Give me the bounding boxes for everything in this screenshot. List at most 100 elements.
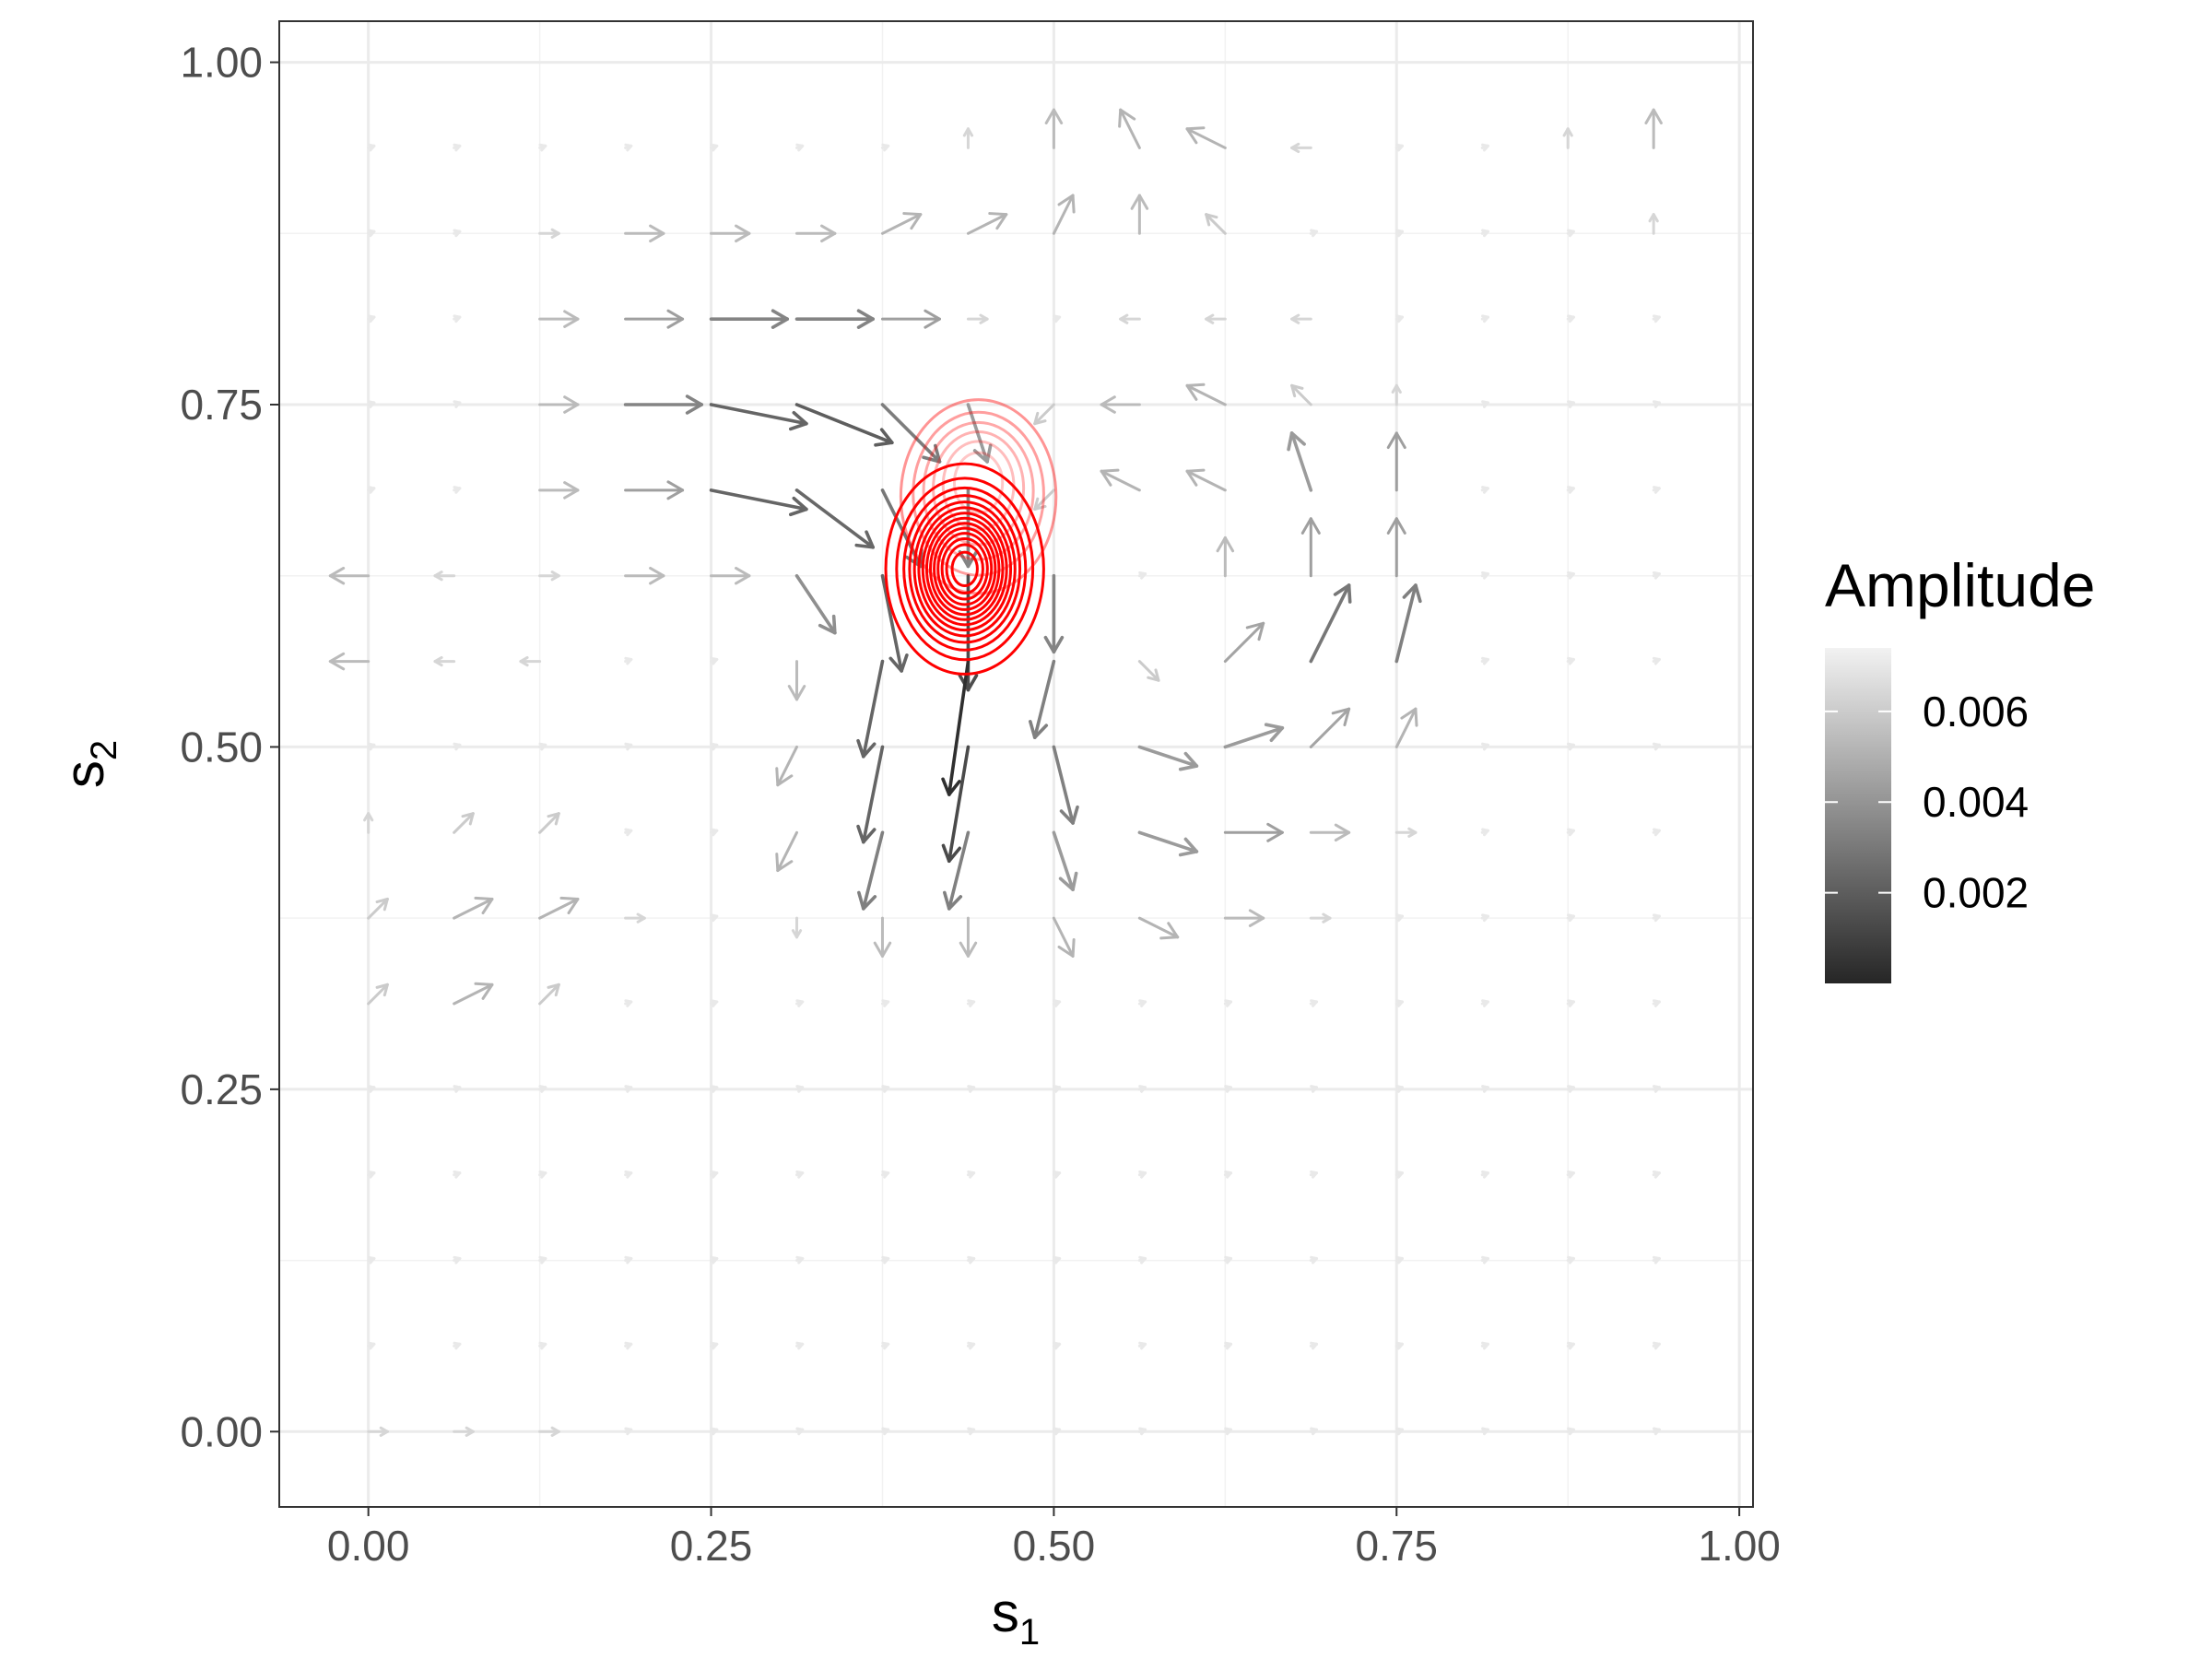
vector-arrow [1652,999,1661,1007]
vector-arrow [1480,828,1489,837]
vector-arrow [1309,1341,1318,1350]
vector-arrow [367,486,376,494]
vector-arrow [710,1341,719,1350]
contour-line [902,486,1028,652]
legend-colorbar [1825,648,1891,983]
vector-arrow [624,912,646,924]
vector-arrow [1648,213,1659,235]
vector-arrow [624,828,633,837]
vector-arrow [1394,707,1418,748]
vector-arrow [367,1085,376,1093]
vector-arrow [453,143,462,152]
vector-arrow [1394,913,1404,923]
vector-arrow [1566,742,1575,751]
contour-line [936,532,994,606]
x-axis-title: s1 [992,1582,1040,1653]
vector-arrow [787,660,806,701]
y-tick-label: 1.00 [180,39,263,87]
vector-arrow [453,1085,462,1093]
y-axis-title-main: s [53,760,115,788]
vector-arrow [710,656,719,665]
vector-arrow [367,1255,376,1265]
vector-arrow [941,659,971,796]
vector-arrow [453,400,462,408]
vector-arrow [624,1427,633,1436]
vector-arrow [1052,1255,1062,1265]
plot-border [278,20,1754,1508]
vector-arrow [328,652,371,671]
vector-arrow [538,982,560,1006]
vector-arrow [1223,999,1233,1007]
y-axis-ticks: 0.00 0.25 0.50 0.75 1.00 [180,39,279,1455]
vector-arrow [710,828,719,837]
vector-arrow [1566,400,1575,408]
contour-line [933,526,997,611]
vector-arrow [1223,822,1284,842]
vector-arrow [795,224,837,243]
vector-arrow [433,571,456,582]
vector-arrow [1652,828,1661,837]
vector-arrow [710,1255,719,1265]
vector-arrow [1480,229,1489,238]
vector-arrow [624,656,633,665]
vector-arrow [873,916,892,958]
vector-arrow [1566,828,1575,837]
vector-arrow [453,1255,462,1265]
contour-line [908,494,1022,644]
vector-arrow [710,224,751,243]
vector-arrow [1309,999,1318,1007]
vector-arrow [538,395,580,414]
vector-arrow [1386,517,1406,578]
vector-arrow [795,1427,805,1436]
vector-arrow [624,566,665,585]
vector-arrow [1394,827,1418,838]
vector-arrow [1480,1085,1489,1093]
vector-arrow [1137,1341,1147,1350]
vector-arrow [1480,742,1489,751]
vector-arrow [1137,999,1147,1007]
vector-arrow [1052,194,1076,235]
vector-arrow [709,403,808,431]
vector-arrow [453,742,462,751]
legend-break-label: 0.006 [1923,688,2029,735]
vector-arrow [538,1170,547,1179]
vector-arrow [1652,1255,1661,1265]
vector-arrow [1309,823,1351,842]
vector-arrow [880,212,923,235]
vector-arrow [367,982,389,1006]
x-tick-label: 0.00 [327,1522,410,1570]
vector-arrow [966,1427,976,1436]
vector-arrow [538,742,547,751]
vector-arrow [794,403,894,447]
vector-arrow [1394,1341,1404,1350]
legend: Amplitude 0.002 0.004 0.006 [1825,551,2096,983]
vector-arrow [1137,1170,1147,1179]
vector-arrow [453,1170,462,1179]
vector-arrow [623,394,704,415]
y-tick-label: 0.50 [180,723,263,771]
x-tick-label: 1.00 [1698,1522,1781,1570]
contour-line [917,506,1013,632]
vector-arrow [943,830,971,911]
vector-arrow [1137,916,1180,940]
legend-break-label: 0.004 [1923,778,2029,826]
vector-arrow [710,143,719,152]
vector-arrow [367,898,389,920]
vector-arrow [1043,573,1065,654]
vector-arrow [1566,1427,1575,1436]
vector-arrow [1309,583,1352,664]
vector-arrow [962,127,974,149]
vector-arrow [538,228,560,239]
y-axis-title: s2 [53,740,124,788]
vector-arrow [433,655,456,667]
vector-arrow [1185,382,1227,406]
vector-arrow [1052,1341,1062,1350]
vector-arrow [328,566,371,585]
vector-arrow [1566,1341,1575,1350]
vector-arrow [1652,486,1661,494]
vector-arrow [966,1085,976,1093]
vector-arrow [966,403,993,464]
vector-arrow [453,896,494,920]
vector-arrow [1309,707,1351,748]
vector-arrow [1480,913,1489,923]
